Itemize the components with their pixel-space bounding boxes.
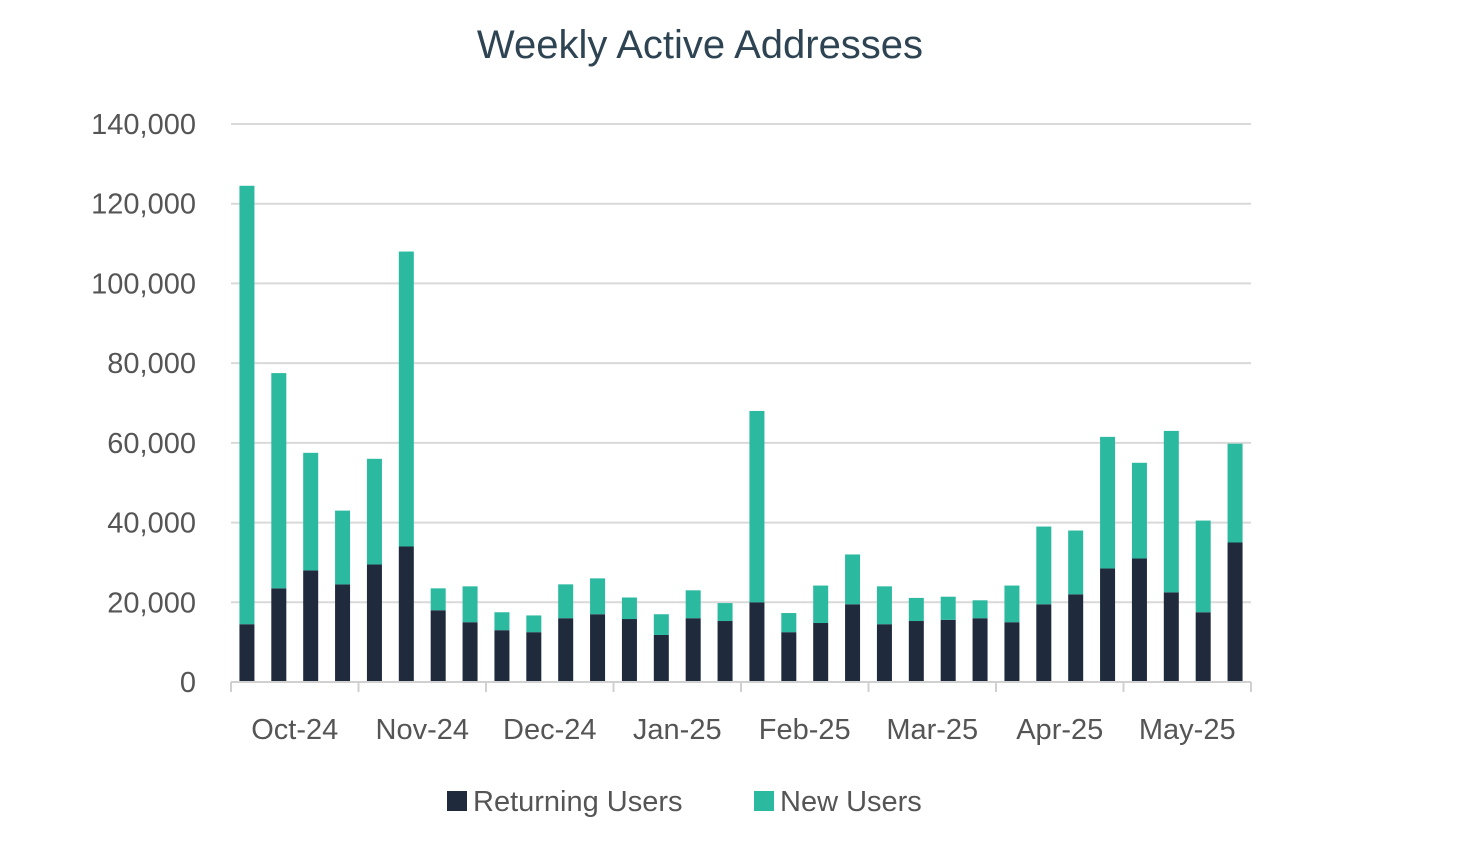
bar-new-users: [972, 600, 988, 619]
legend-new-users-label: New Users: [780, 786, 922, 818]
bar-returning-users: [1004, 622, 1020, 682]
chart-title: Weekly Active Addresses: [477, 23, 923, 67]
legend-new-users-swatch: [754, 791, 774, 811]
bar-new-users: [462, 586, 478, 623]
bar-new-users: [845, 554, 861, 605]
bar-returning-users: [366, 564, 382, 682]
x-tick-label: Mar-25: [886, 714, 978, 746]
bar-returning-users: [1036, 604, 1052, 682]
bar-returning-users: [590, 614, 606, 682]
y-tick-label: 60,000: [107, 428, 196, 460]
bar-new-users: [1131, 462, 1147, 559]
bar-returning-users: [717, 621, 733, 682]
bar-new-users: [685, 590, 701, 619]
x-tick-label: Dec-24: [503, 714, 597, 746]
bar-new-users: [335, 510, 351, 585]
bar-returning-users: [749, 602, 765, 682]
bar-returning-users: [558, 618, 574, 682]
bar-returning-users: [621, 619, 637, 682]
bar-new-users: [876, 586, 892, 625]
x-tick-label: May-25: [1139, 714, 1236, 746]
bar-returning-users: [303, 570, 319, 682]
bar-returning-users: [271, 588, 287, 682]
bar-new-users: [430, 588, 446, 611]
bar-new-users: [940, 596, 956, 620]
legend-returning-users-label: Returning Users: [473, 786, 683, 818]
legend-returning-users-swatch: [447, 791, 467, 811]
bar-new-users: [1036, 526, 1052, 605]
y-tick-label: 0: [180, 667, 196, 699]
bar-new-users: [749, 410, 765, 603]
bar-returning-users: [685, 618, 701, 682]
bar-returning-users: [239, 624, 255, 682]
bar-returning-users: [940, 619, 956, 682]
bar-new-users: [621, 597, 637, 620]
bar-returning-users: [335, 584, 351, 682]
bar-returning-users: [845, 604, 861, 682]
bar-new-users: [398, 251, 414, 547]
bar-returning-users: [1163, 592, 1179, 682]
bar-new-users: [271, 373, 287, 589]
bar-returning-users: [430, 610, 446, 682]
y-tick-label: 80,000: [107, 348, 196, 380]
bar-returning-users: [1068, 594, 1084, 682]
bar-returning-users: [876, 624, 892, 682]
x-tick-label: Jan-25: [633, 714, 722, 746]
y-tick-label: 120,000: [91, 189, 196, 221]
bar-new-users: [781, 613, 797, 633]
bar-new-users: [813, 585, 829, 624]
bar-new-users: [303, 452, 319, 571]
bar-new-users: [717, 603, 733, 622]
bar-new-users: [1100, 436, 1116, 569]
bar-returning-users: [526, 632, 542, 682]
y-tick-label: 100,000: [91, 268, 196, 300]
bar-new-users: [908, 597, 924, 622]
bar-returning-users: [972, 618, 988, 682]
x-tick-label: Oct-24: [251, 714, 338, 746]
grid-lines: [231, 123, 1251, 604]
bar-new-users: [558, 584, 574, 619]
bar-new-users: [366, 458, 382, 565]
x-tick-label: Feb-25: [759, 714, 851, 746]
bar-new-users: [1068, 530, 1084, 595]
bar-returning-users: [1131, 558, 1147, 682]
bars: [239, 185, 1243, 682]
bar-new-users: [590, 578, 606, 615]
bar-new-users: [1195, 520, 1211, 613]
legend: Returning Users New Users: [447, 786, 922, 818]
bar-new-users: [1227, 443, 1243, 543]
bar-new-users: [1163, 430, 1179, 593]
bar-returning-users: [653, 634, 669, 682]
y-axis-ticks: 0 20,000 40,000 60,000 80,000 100,000 120,000 1…: [91, 109, 196, 699]
bar-new-users: [494, 612, 510, 631]
x-tick-label: Apr-25: [1016, 714, 1103, 746]
bar-returning-users: [1195, 612, 1211, 682]
bar-new-users: [1004, 585, 1020, 623]
bar-returning-users: [781, 632, 797, 682]
bar-new-users: [239, 185, 255, 625]
y-tick-label: 40,000: [107, 508, 196, 540]
bar-new-users: [526, 615, 542, 633]
bar-returning-users: [494, 630, 510, 682]
x-tick-label: Nov-24: [376, 714, 470, 746]
bar-returning-users: [398, 546, 414, 682]
y-tick-label: 140,000: [91, 109, 196, 141]
bar-returning-users: [908, 621, 924, 682]
bar-new-users: [653, 614, 669, 635]
bar-returning-users: [1100, 568, 1116, 682]
x-axis: Oct-24 Nov-24 Dec-24 Jan-25 Feb-25 Mar-25 Apr-…: [230, 681, 1252, 746]
bar-returning-users: [813, 623, 829, 682]
y-tick-label: 20,000: [107, 587, 196, 619]
bar-returning-users: [1227, 542, 1243, 682]
bar-returning-users: [462, 622, 478, 682]
